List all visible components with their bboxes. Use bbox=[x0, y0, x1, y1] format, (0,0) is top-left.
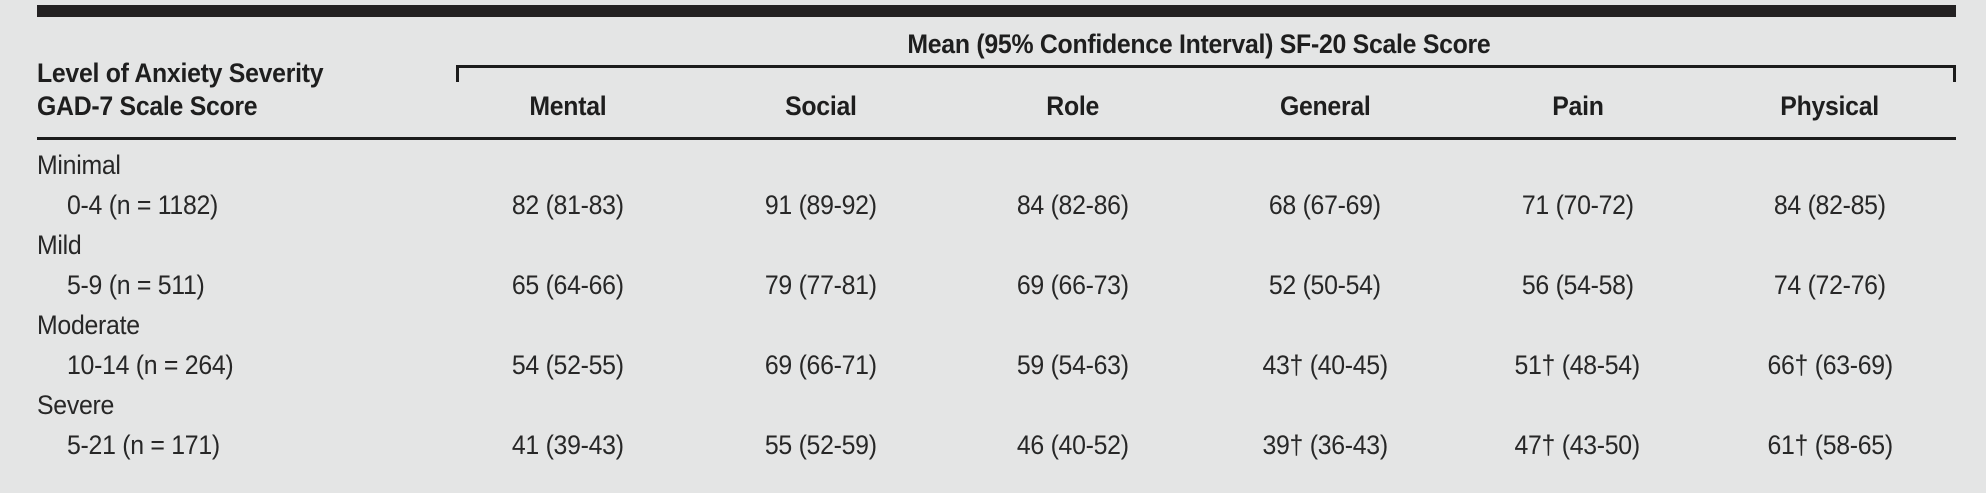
column-header-pain: Pain bbox=[1551, 91, 1604, 121]
span-header: Mean (95% Confidence Interval) SF-20 Sca… bbox=[907, 29, 1491, 59]
data-row-mild: 5-9 (n = 511) 65 (64-66) 79 (77-81) 69 (… bbox=[37, 265, 1956, 305]
data-row-severe: 5-21 (n = 171) 41 (39-43) 55 (52-59) 46 … bbox=[37, 425, 1956, 465]
row-label: 10-14 (n = 264) bbox=[67, 350, 234, 380]
cell-physical: 66† (63-69) bbox=[1767, 350, 1893, 380]
cell-physical: 84 (82-85) bbox=[1773, 190, 1886, 220]
column-header-mental: Mental bbox=[529, 91, 607, 121]
group-label-mild: Mild bbox=[37, 230, 82, 260]
row-label: 0-4 (n = 1182) bbox=[67, 190, 219, 220]
cell-mental: 65 (64-66) bbox=[512, 270, 625, 300]
cell-mental: 82 (81-83) bbox=[512, 190, 625, 220]
stub-header: Level of Anxiety Severity GAD-7 Scale Sc… bbox=[37, 57, 442, 123]
cell-role: 46 (40-52) bbox=[1016, 430, 1129, 460]
table-body: Minimal 0-4 (n = 1182) 82 (81-83) 91 (89… bbox=[37, 140, 1956, 465]
cell-mental: 41 (39-43) bbox=[512, 430, 625, 460]
table-header: Level of Anxiety Severity GAD-7 Scale Sc… bbox=[37, 17, 1956, 140]
group-label-row: Mild bbox=[37, 225, 1956, 265]
row-label: 5-9 (n = 511) bbox=[67, 270, 205, 300]
cell-role: 84 (82-86) bbox=[1016, 190, 1129, 220]
column-header-general: General bbox=[1279, 91, 1371, 121]
group-label-minimal: Minimal bbox=[37, 150, 121, 180]
cell-social: 69 (66-71) bbox=[764, 350, 877, 380]
anxiety-sf20-table: Level of Anxiety Severity GAD-7 Scale Sc… bbox=[37, 17, 1956, 465]
stub-header-line2: GAD-7 Scale Score bbox=[37, 91, 258, 121]
cell-social: 79 (77-81) bbox=[764, 270, 877, 300]
data-row-minimal: 0-4 (n = 1182) 82 (81-83) 91 (89-92) 84 … bbox=[37, 185, 1956, 225]
cell-social: 55 (52-59) bbox=[764, 430, 877, 460]
cell-role: 69 (66-73) bbox=[1016, 270, 1129, 300]
column-header-physical: Physical bbox=[1780, 91, 1880, 121]
cell-pain: 51† (48-54) bbox=[1514, 350, 1641, 380]
group-label-row: Minimal bbox=[37, 145, 1956, 185]
cell-mental: 54 (52-55) bbox=[512, 350, 625, 380]
group-label-row: Severe bbox=[37, 385, 1956, 425]
cell-general: 52 (50-54) bbox=[1269, 270, 1382, 300]
data-row-moderate: 10-14 (n = 264) 54 (52-55) 69 (66-71) 59… bbox=[37, 345, 1956, 385]
cell-general: 39† (36-43) bbox=[1262, 430, 1388, 460]
cell-pain: 71 (70-72) bbox=[1521, 190, 1634, 220]
row-label: 5-21 (n = 171) bbox=[67, 430, 220, 460]
cell-pain: 56 (54-58) bbox=[1521, 270, 1634, 300]
table-top-bar bbox=[37, 5, 1956, 17]
cell-physical: 61† (58-65) bbox=[1767, 430, 1893, 460]
group-label-moderate: Moderate bbox=[37, 310, 140, 340]
span-bracket bbox=[456, 65, 1956, 83]
cell-pain: 47† (43-50) bbox=[1514, 430, 1641, 460]
group-label-row: Moderate bbox=[37, 305, 1956, 345]
cell-general: 43† (40-45) bbox=[1262, 350, 1388, 380]
cell-role: 59 (54-63) bbox=[1016, 350, 1129, 380]
column-header-role: Role bbox=[1046, 91, 1100, 121]
group-label-severe: Severe bbox=[37, 390, 115, 420]
stub-header-line1: Level of Anxiety Severity bbox=[37, 58, 324, 88]
cell-physical: 74 (72-76) bbox=[1773, 270, 1886, 300]
cell-social: 91 (89-92) bbox=[764, 190, 877, 220]
cell-general: 68 (67-69) bbox=[1269, 190, 1382, 220]
column-header-social: Social bbox=[784, 91, 857, 121]
